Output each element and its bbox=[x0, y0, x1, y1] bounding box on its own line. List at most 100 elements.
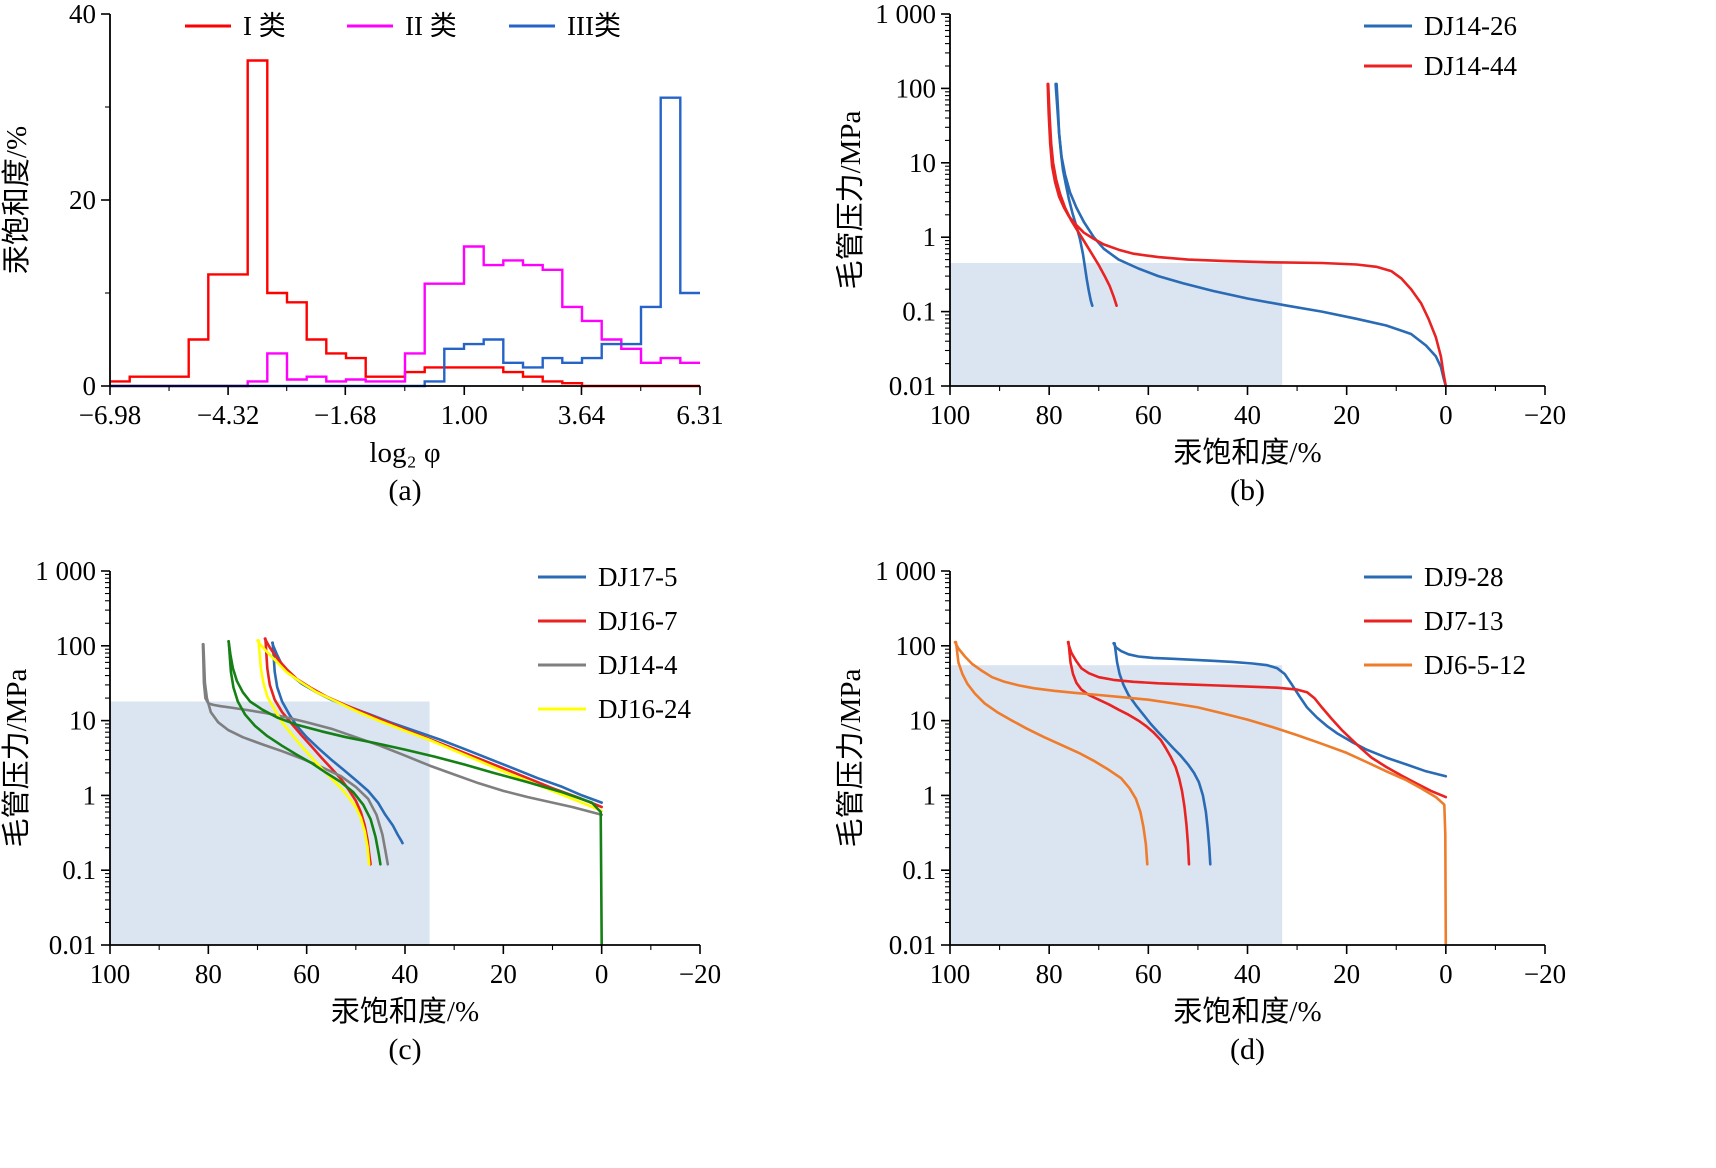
legend: DJ17-5 DJ16-7 DJ14-4 DJ16-24 bbox=[538, 562, 691, 724]
legend: DJ9-28 DJ7-13 DJ6-5-12 bbox=[1364, 562, 1526, 680]
x-tick-label: 0 bbox=[1439, 400, 1453, 430]
x-tick-label: 0 bbox=[1439, 959, 1453, 989]
x-tick-label: 80 bbox=[1036, 400, 1063, 430]
x-tick-label: 100 bbox=[930, 400, 971, 430]
x-tick-label: 3.64 bbox=[558, 400, 606, 430]
y-tick-label: 0.1 bbox=[902, 297, 936, 327]
caption-d: (d) bbox=[1230, 1033, 1265, 1066]
y-tick-label: 1 000 bbox=[35, 556, 96, 586]
y-tick-label: 0.01 bbox=[889, 371, 936, 401]
y-tick-label: 1 bbox=[923, 222, 937, 252]
x-tick-label: 80 bbox=[195, 959, 222, 989]
y-tick-label: 100 bbox=[56, 631, 97, 661]
legend-label: DJ9-28 bbox=[1424, 562, 1504, 592]
legend-label: III类 bbox=[567, 11, 621, 41]
x-tick-label: 0 bbox=[595, 959, 609, 989]
x-tick-label: 20 bbox=[1333, 959, 1360, 989]
legend-label: DJ14-26 bbox=[1424, 11, 1517, 41]
x-tick-label: −4.32 bbox=[197, 400, 259, 430]
panel-a-chart: −6.98 −4.32 −1.68 1.00 3.64 6.31 0 20 40 log₂ φ 汞饱… bbox=[0, 0, 780, 550]
panel-b: 100 80 60 40 20 0 −20 0.01 0.1 1 10 100 1 000 汞饱和度/% 毛… bbox=[834, 0, 1716, 550]
panel-d: 100 80 60 40 20 0 −20 0.01 0.1 1 10 100 1 000 汞饱和度/% 毛… bbox=[834, 555, 1716, 1168]
y-tick-label: 0.01 bbox=[889, 930, 936, 960]
y-tick-label: 0.01 bbox=[49, 930, 96, 960]
axis-minor-ticks bbox=[105, 106, 642, 391]
y-tick-label: 10 bbox=[909, 706, 936, 736]
x-tick-label: −1.68 bbox=[314, 400, 376, 430]
caption-c: (c) bbox=[388, 1033, 421, 1066]
series-DJ6-5-12 bbox=[953, 640, 1448, 947]
series-DJ14-44 bbox=[1046, 82, 1448, 388]
y-tick-label: 100 bbox=[896, 73, 937, 103]
panel-c-chart: 100 80 60 40 20 0 −20 0.01 0.1 1 10 100 1 000 汞饱和度/% 毛… bbox=[0, 555, 780, 1168]
axes-spines bbox=[109, 14, 700, 387]
y-tick-label: 1 bbox=[83, 780, 97, 810]
axis-ticks bbox=[101, 570, 701, 954]
y-tick-label: 20 bbox=[69, 185, 96, 215]
x-tick-label: 60 bbox=[1135, 400, 1162, 430]
x-tick-label: 6.31 bbox=[676, 400, 723, 430]
x-tick-label: −20 bbox=[1524, 959, 1566, 989]
series-DJ14-44 bbox=[1046, 82, 1118, 307]
x-axis-label: 汞饱和度/% bbox=[331, 995, 479, 1028]
x-tick-label: 1.00 bbox=[441, 400, 488, 430]
x-tick-label: 20 bbox=[1333, 400, 1360, 430]
y-tick-label: 0.1 bbox=[62, 855, 96, 885]
x-tick-label: 60 bbox=[1135, 959, 1162, 989]
legend-label: I 类 bbox=[243, 11, 286, 41]
series-DJ9-28 bbox=[1112, 642, 1448, 778]
chart-c: 100 80 60 40 20 0 −20 0.01 0.1 1 10 100 1 000 汞饱和度/% 毛… bbox=[0, 556, 721, 1066]
series-III类 bbox=[110, 96, 700, 388]
x-tick-label: 40 bbox=[392, 959, 419, 989]
y-tick-label: 10 bbox=[909, 148, 936, 178]
shaded-region bbox=[950, 665, 1283, 945]
y-tick-label: 1 bbox=[923, 780, 937, 810]
series-DJ7-13 bbox=[1067, 640, 1191, 866]
axis-minor-ticks bbox=[945, 16, 1496, 391]
series-DJ16-24 bbox=[257, 639, 371, 866]
series-unlabeled-green bbox=[227, 640, 603, 947]
legend: I 类 II 类 III类 bbox=[185, 11, 621, 41]
caption-a: (a) bbox=[388, 474, 421, 507]
axis-minor-ticks bbox=[105, 573, 652, 950]
y-axis-label: 毛管压力/MPa bbox=[0, 668, 33, 847]
series-DJ16-7 bbox=[264, 637, 372, 866]
y-axis-label: 毛管压力/MPa bbox=[836, 110, 867, 289]
y-tick-label: 10 bbox=[69, 706, 96, 736]
y-tick-label: 1 000 bbox=[875, 556, 936, 586]
series-DJ6-5-12 bbox=[954, 640, 1149, 866]
x-tick-label: 100 bbox=[930, 959, 971, 989]
y-tick-label: 0.1 bbox=[902, 855, 936, 885]
shaded-region bbox=[950, 263, 1283, 386]
y-axis-label: 汞饱和度/% bbox=[0, 126, 33, 274]
panel-b-chart: 100 80 60 40 20 0 −20 0.01 0.1 1 10 100 1 000 汞饱和度/% 毛… bbox=[834, 0, 1716, 550]
series-DJ7-13 bbox=[1066, 640, 1448, 799]
y-tick-label: 40 bbox=[69, 0, 96, 29]
x-axis-label: log₂ φ bbox=[369, 437, 440, 469]
x-tick-label: −6.98 bbox=[79, 400, 141, 430]
x-tick-label: 40 bbox=[1234, 959, 1261, 989]
y-tick-label: 100 bbox=[896, 631, 937, 661]
chart-b: 100 80 60 40 20 0 −20 0.01 0.1 1 10 100 1 000 汞饱和度/% 毛… bbox=[834, 0, 1566, 507]
x-axis-label: 汞饱和度/% bbox=[1173, 436, 1321, 469]
legend-label: DJ14-4 bbox=[598, 650, 678, 680]
axis-ticks bbox=[941, 570, 1546, 954]
series-DJ14-26 bbox=[1054, 82, 1448, 388]
x-tick-label: 80 bbox=[1036, 959, 1063, 989]
panel-a: −6.98 −4.32 −1.68 1.00 3.64 6.31 0 20 40 log₂ φ 汞饱… bbox=[0, 0, 780, 550]
legend-label: DJ17-5 bbox=[598, 562, 678, 592]
y-tick-label: 0 bbox=[83, 371, 97, 401]
series-unlabeled-green bbox=[227, 640, 382, 866]
y-tick-label: 1 000 bbox=[875, 0, 936, 29]
legend-label: DJ7-13 bbox=[1424, 606, 1504, 636]
series-DJ17-5 bbox=[271, 641, 404, 845]
legend-label: DJ16-24 bbox=[598, 694, 691, 724]
series-DJ16-7 bbox=[263, 637, 603, 809]
panel-d-chart: 100 80 60 40 20 0 −20 0.01 0.1 1 10 100 1 000 汞饱和度/% 毛… bbox=[834, 555, 1716, 1168]
legend-label: DJ6-5-12 bbox=[1424, 650, 1526, 680]
x-tick-label: −20 bbox=[1524, 400, 1566, 430]
chart-a: −6.98 −4.32 −1.68 1.00 3.64 6.31 0 20 40 log₂ φ 汞饱… bbox=[0, 0, 724, 507]
y-axis-label: 毛管压力/MPa bbox=[836, 668, 867, 847]
panel-c: 100 80 60 40 20 0 −20 0.01 0.1 1 10 100 1 000 汞饱和度/% 毛… bbox=[0, 555, 780, 1168]
series-DJ14-4 bbox=[202, 642, 390, 866]
